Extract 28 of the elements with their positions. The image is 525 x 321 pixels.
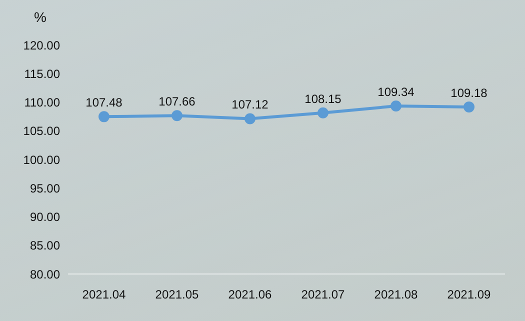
data-label: 107.66 [158, 94, 196, 109]
point [172, 110, 182, 122]
point [390, 100, 402, 112]
x-tick-label: 2021.09 [447, 288, 492, 302]
data-label: 108.15 [304, 92, 342, 106]
data-label: 109.34 [378, 85, 415, 100]
y-tick-label: 80.00 [30, 267, 60, 282]
y-tick-label: 85.00 [30, 238, 60, 253]
y-tick-label: 115.00 [24, 66, 60, 81]
data-label: 107.12 [232, 98, 269, 112]
y-tick-label: 90.00 [30, 210, 60, 224]
x-tick-label: 2021.07 [301, 288, 346, 302]
x-tick-label: 2021.06 [228, 288, 272, 302]
point [98, 111, 110, 122]
x-tick-label: 2021.04 [82, 288, 126, 302]
x-tick-label: 2021.08 [374, 288, 418, 302]
x-tick-label: 2021.05 [155, 288, 200, 302]
y-axis-title: % [34, 9, 46, 25]
y-tick-label: 110.00 [24, 96, 60, 110]
data-label: 107.48 [86, 96, 123, 110]
y-tick-label: 105.00 [23, 124, 60, 138]
point [244, 113, 256, 124]
y-tick-label: 100.00 [23, 152, 60, 167]
point [318, 107, 328, 118]
y-tick-label: 120.00 [23, 38, 60, 52]
point [464, 101, 474, 112]
data-label: 109.18 [450, 86, 488, 100]
y-tick-label: 95.00 [30, 181, 60, 196]
